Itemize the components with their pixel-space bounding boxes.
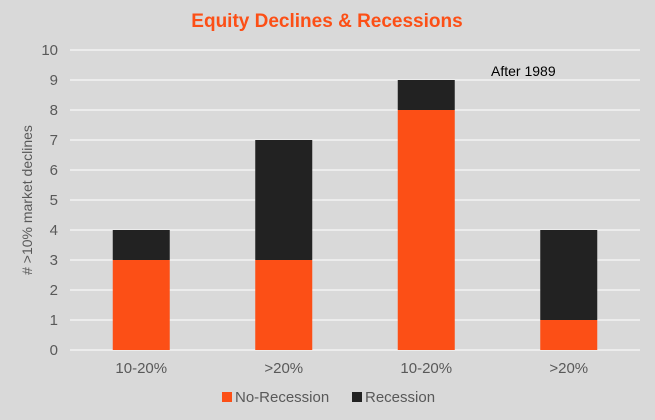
y-tick-label: 10 [41, 42, 58, 59]
bar-no-recession [112, 260, 170, 350]
y-axis-label: # >10% market declines [19, 125, 35, 275]
y-tick-label: 7 [50, 132, 58, 149]
y-tick-label: 6 [50, 162, 58, 179]
bar-no-recession [540, 320, 598, 350]
x-tick-label: >20% [549, 360, 588, 377]
y-tick-label: 8 [50, 102, 58, 119]
y-tick-label: 3 [50, 252, 58, 269]
legend-swatch [222, 392, 232, 402]
legend-swatch [352, 392, 362, 402]
bar-no-recession [255, 260, 313, 350]
bar-recession [112, 230, 170, 260]
x-tick-label: >20% [264, 360, 303, 377]
y-tick-label: 5 [50, 192, 58, 209]
legend: No-Recession Recession [222, 389, 435, 406]
bar-recession [255, 140, 313, 260]
x-tick-label: 10-20% [400, 360, 452, 377]
bar-recession [540, 230, 598, 320]
annotation-after-1989: After 1989 [491, 63, 556, 79]
y-tick-label: 9 [50, 72, 58, 89]
bar-no-recession [397, 110, 455, 350]
bar-recession [397, 80, 455, 110]
y-tick-label: 4 [50, 222, 58, 239]
bars [112, 80, 598, 350]
y-tick-label: 0 [50, 342, 58, 359]
x-axis-ticks: 10-20% >20% 10-20% >20% [115, 360, 588, 377]
y-tick-label: 1 [50, 312, 58, 329]
chart-title: Equity Declines & Recessions [191, 11, 462, 32]
legend-label: Recession [365, 389, 435, 406]
y-axis-ticks: 0 1 2 3 4 5 6 7 8 9 10 [41, 42, 58, 359]
y-tick-label: 2 [50, 282, 58, 299]
legend-label: No-Recession [235, 389, 329, 406]
x-tick-label: 10-20% [115, 360, 167, 377]
